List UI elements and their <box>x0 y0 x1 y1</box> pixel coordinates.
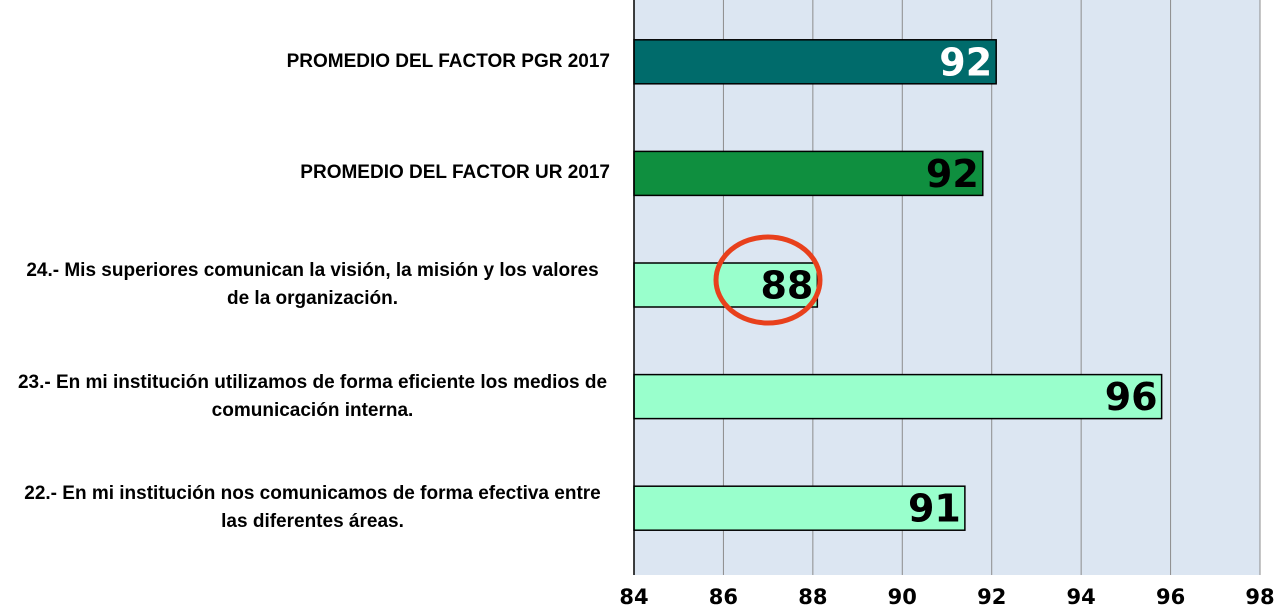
category-label-box: PROMEDIO DEL FACTOR UR 2017 <box>10 133 610 213</box>
x-tick-label: 92 <box>977 585 1006 609</box>
x-tick-label: 98 <box>1245 585 1274 609</box>
bar <box>633 150 984 197</box>
category-label: 22.- En mi institución nos comunicamos d… <box>24 483 601 533</box>
highlight-circle <box>713 234 823 326</box>
value-label: 92 <box>926 152 979 196</box>
x-tick-label: 84 <box>619 585 648 609</box>
category-label-box: PROMEDIO DEL FACTOR PGR 2017 <box>10 22 610 102</box>
value-label: 92 <box>939 40 992 84</box>
value-label: 88 <box>760 264 813 308</box>
category-label-box: 22.- En mi institución nos comunicamos d… <box>10 468 610 548</box>
bar <box>633 485 966 531</box>
x-tick-label: 88 <box>798 585 827 609</box>
category-label: 23.- En mi institución utilizamos de for… <box>17 371 608 421</box>
category-label: PROMEDIO DEL FACTOR PGR 2017 <box>286 50 610 72</box>
category-label: PROMEDIO DEL FACTOR UR 2017 <box>300 162 610 184</box>
bar <box>633 39 997 85</box>
bar <box>633 373 1163 420</box>
x-tick-label: 96 <box>1156 585 1185 609</box>
x-tick-label: 90 <box>888 585 917 609</box>
x-tick-label: 94 <box>1067 585 1096 609</box>
category-label: 24.- Mis superiores comunican la visión,… <box>26 260 599 309</box>
category-label-box: 23.- En mi institución utilizamos de for… <box>10 357 610 437</box>
category-label-box: 24.- Mis superiores comunican la visión,… <box>10 245 610 325</box>
value-label: 96 <box>1105 375 1158 419</box>
value-label: 91 <box>908 487 961 531</box>
x-tick-label: 86 <box>709 585 738 609</box>
